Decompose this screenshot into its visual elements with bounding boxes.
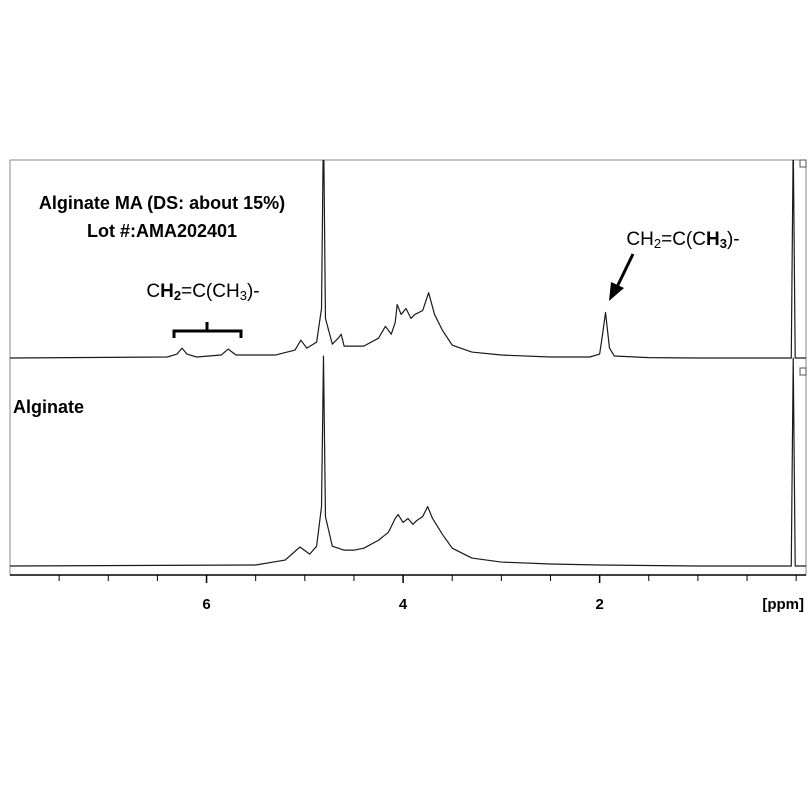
annotation-part: 3 <box>240 288 247 303</box>
series-label: Alginate MA (DS: about 15%) <box>39 193 285 213</box>
annotation-part: H <box>160 281 174 302</box>
x-tick-label: 6 <box>202 596 210 613</box>
bracket <box>172 322 243 338</box>
annotation-part: 3 <box>720 236 727 251</box>
annotation-part: C <box>146 281 160 302</box>
x-tick-label: 2 <box>595 596 603 613</box>
series-label: Alginate <box>13 397 84 417</box>
spectrum-line <box>10 355 806 567</box>
arrow-head <box>609 282 624 301</box>
spectrum-line <box>10 160 806 359</box>
annotation-part: =C(C <box>661 229 706 250</box>
annotation-part: 2 <box>174 288 181 303</box>
series-sublabel: Lot #:AMA202401 <box>87 221 237 241</box>
annotation-part: CH <box>626 229 653 250</box>
frame-marker <box>799 367 807 376</box>
arrow <box>615 253 635 288</box>
traces <box>10 160 806 567</box>
annotation-part: )- <box>727 229 740 250</box>
peak-annotation: CH2=C(CH3)- <box>146 281 259 303</box>
annotation-part: 2 <box>654 236 661 251</box>
annotation-part: =C(CH <box>181 281 240 302</box>
x-axis-label: [ppm] <box>762 596 804 613</box>
peak-annotation: CH2=C(CH3)- <box>626 229 739 251</box>
annotation-part: H <box>706 229 720 250</box>
x-tick-label: 4 <box>399 596 408 613</box>
frame-marker <box>799 159 807 168</box>
annotation-part: )- <box>247 281 260 302</box>
